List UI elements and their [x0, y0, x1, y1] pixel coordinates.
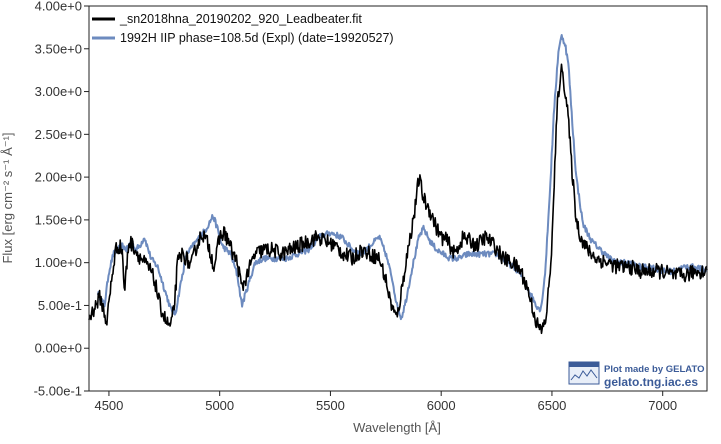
x-axis-label: Wavelength [Å]	[353, 420, 441, 435]
gelato-logo-icon	[568, 361, 600, 385]
credit-line-2: gelato.tng.iac.es	[604, 375, 698, 389]
y-tick-label-2: 5.00e-1	[38, 298, 82, 313]
x-tick-label-6500: 6500	[537, 398, 566, 413]
y-axis-label: Flux [erg cm⁻² s⁻¹ Å⁻¹]	[0, 132, 15, 263]
y-tick-label-9: 4.00e+0	[35, 0, 82, 14]
y-tick-label-7: 3.00e+0	[35, 84, 82, 99]
y-tick-label-8: 3.50e+0	[35, 41, 82, 56]
y-tick-label-1: 0.00e+0	[35, 341, 82, 356]
credit-line-1: Plot made by GELATO	[604, 364, 704, 375]
x-tick-label-6000: 6000	[427, 398, 456, 413]
gelato-credit: Plot made by GELATO gelato.tng.iac.es	[568, 361, 704, 389]
x-tick-label-7000: 7000	[648, 398, 677, 413]
y-tick-label-0: -5.00e-1	[34, 384, 82, 399]
y-tick-label-3: 1.00e+0	[35, 255, 82, 270]
x-tick-label-5000: 5000	[205, 398, 234, 413]
plot-frame	[88, 5, 708, 392]
legend-label-series-1: _sn2018hna_20190202_920_Leadbeater.fit	[119, 12, 362, 26]
y-tick-label-4: 1.50e+0	[35, 212, 82, 227]
y-tick-label-6: 2.50e+0	[35, 127, 82, 142]
series-layer	[88, 34, 708, 335]
legend-label-series-2: 1992H IIP phase=108.5d (Expl) (date=1992…	[120, 31, 394, 45]
series-line-2	[96, 34, 708, 321]
ticks-layer	[84, 5, 664, 396]
y-tick-label-5: 2.00e+0	[35, 170, 82, 185]
series-line-1	[88, 63, 708, 335]
x-tick-label-4500: 4500	[94, 398, 123, 413]
legend: _sn2018hna_20190202_920_Leadbeater.fit 1…	[92, 12, 394, 45]
x-tick-label-5500: 5500	[316, 398, 345, 413]
labels-layer: 4500 5000 5500 6000 6500 7000 -5.00e-1 0.00e+0 5…	[34, 0, 678, 413]
